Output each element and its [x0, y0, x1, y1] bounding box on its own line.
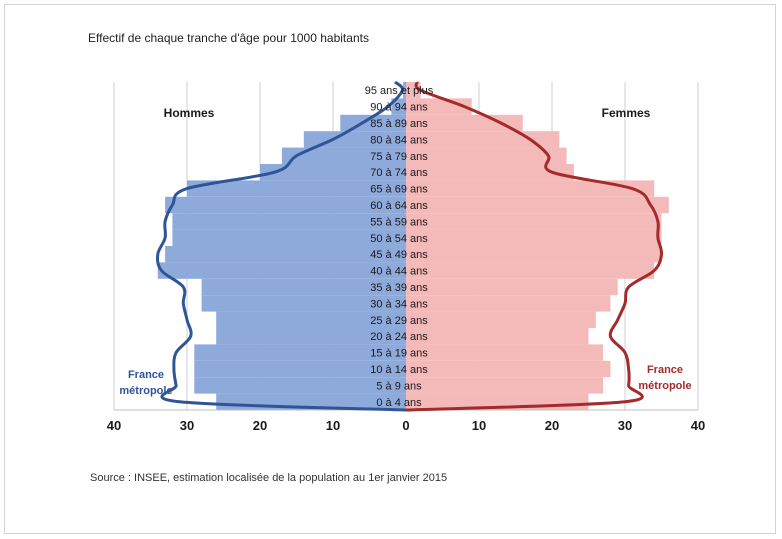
- category-label-10-a-14-ans: 10 à 14 ans: [370, 364, 428, 376]
- category-label-95-ans-et-plus: 95 ans et plus: [365, 85, 434, 97]
- label-hommes: Hommes: [164, 106, 215, 120]
- bar-hommes-5-a-9-ans: [194, 377, 406, 394]
- bar-hommes-90-a-94-ans: [391, 98, 406, 115]
- bar-femmes-35-a-39-ans: [406, 278, 618, 296]
- bar-femmes-60-a-64-ans: [406, 196, 669, 214]
- line-label-left: France: [128, 369, 164, 381]
- bar-hommes-10-a-14-ans: [194, 360, 406, 378]
- category-label-40-a-44-ans: 40 à 44 ans: [370, 266, 428, 278]
- category-label-15-a-19-ans: 15 à 19 ans: [370, 348, 428, 360]
- bar-femmes-50-a-54-ans: [406, 229, 662, 246]
- category-label-55-a-59-ans: 55 à 59 ans: [370, 216, 428, 228]
- category-label-70-a-74-ans: 70 à 74 ans: [370, 167, 428, 179]
- x-tick-label: 0: [402, 418, 409, 433]
- bar-femmes-10-a-14-ans: [406, 360, 611, 378]
- category-label-30-a-34-ans: 30 à 34 ans: [370, 298, 428, 310]
- category-label-0-a-4-ans: 0 à 4 ans: [376, 397, 422, 409]
- bar-femmes-25-a-29-ans: [406, 311, 596, 328]
- bar-femmes-70-a-74-ans: [406, 164, 574, 181]
- category-label-80-a-84-ans: 80 à 84 ans: [370, 134, 428, 146]
- x-tick-label: 20: [545, 418, 559, 433]
- line-label-left: métropole: [119, 385, 172, 397]
- bar-hommes-80-a-84-ans: [303, 131, 406, 148]
- bar-hommes-55-a-59-ans: [172, 213, 406, 230]
- category-label-20-a-24-ans: 20 à 24 ans: [370, 331, 428, 343]
- category-label-65-a-69-ans: 65 à 69 ans: [370, 184, 428, 196]
- x-tick-label: 20: [253, 418, 267, 433]
- category-label-60-a-64-ans: 60 à 64 ans: [370, 200, 428, 212]
- category-label-50-a-54-ans: 50 à 54 ans: [370, 233, 428, 245]
- bar-femmes-30-a-34-ans: [406, 295, 611, 312]
- source-note: Source : INSEE, estimation localisée de …: [90, 472, 448, 484]
- category-label-85-a-89-ans: 85 à 89 ans: [370, 118, 428, 130]
- line-france-metropole-hommes: [156, 80, 407, 412]
- bar-hommes-60-a-64-ans: [165, 196, 406, 214]
- bar-hommes-95-ans-et-plus: [403, 82, 406, 99]
- category-label-35-a-39-ans: 35 à 39 ans: [370, 282, 428, 294]
- chart-title: Effectif de chaque tranche d'âge pour 10…: [88, 31, 369, 45]
- category-label-25-a-29-ans: 25 à 29 ans: [370, 315, 428, 327]
- bar-hommes-50-a-54-ans: [172, 229, 406, 246]
- bar-hommes-45-a-49-ans: [165, 246, 406, 263]
- bar-hommes-40-a-44-ans: [157, 262, 406, 279]
- x-tick-label: 30: [618, 418, 632, 433]
- bar-hommes-15-a-19-ans: [194, 344, 406, 361]
- bar-hommes-75-a-79-ans: [281, 147, 406, 164]
- x-tick-label: 40: [107, 418, 121, 433]
- bar-femmes-65-a-69-ans: [406, 180, 655, 197]
- bar-femmes-5-a-9-ans: [406, 377, 604, 394]
- x-tick-label: 10: [326, 418, 340, 433]
- bar-femmes-40-a-44-ans: [406, 262, 655, 279]
- bar-hommes-25-a-29-ans: [216, 311, 406, 328]
- category-label-45-a-49-ans: 45 à 49 ans: [370, 249, 428, 261]
- bar-hommes-70-a-74-ans: [260, 164, 406, 181]
- bar-femmes-15-a-19-ans: [406, 344, 604, 361]
- bar-femmes-55-a-59-ans: [406, 213, 662, 230]
- line-france-metropole-femmes: [405, 81, 664, 412]
- bar-hommes-20-a-24-ans: [216, 328, 406, 345]
- bar-hommes-30-a-34-ans: [201, 295, 406, 312]
- bar-hommes-35-a-39-ans: [201, 278, 406, 296]
- bar-femmes-45-a-49-ans: [406, 246, 662, 263]
- x-tick-label: 10: [472, 418, 486, 433]
- label-femmes: Femmes: [602, 106, 651, 120]
- category-label-90-a-94-ans: 90 à 94 ans: [370, 102, 428, 114]
- line-label-right: métropole: [638, 380, 691, 392]
- bar-femmes-20-a-24-ans: [406, 328, 589, 345]
- bar-femmes-75-a-79-ans: [406, 147, 567, 164]
- x-tick-label: 30: [180, 418, 194, 433]
- x-tick-label: 40: [691, 418, 705, 433]
- category-label-5-a-9-ans: 5 à 9 ans: [376, 380, 422, 392]
- category-label-75-a-79-ans: 75 à 79 ans: [370, 151, 428, 163]
- line-label-right: France: [647, 364, 683, 376]
- bar-hommes-65-a-69-ans: [187, 180, 406, 197]
